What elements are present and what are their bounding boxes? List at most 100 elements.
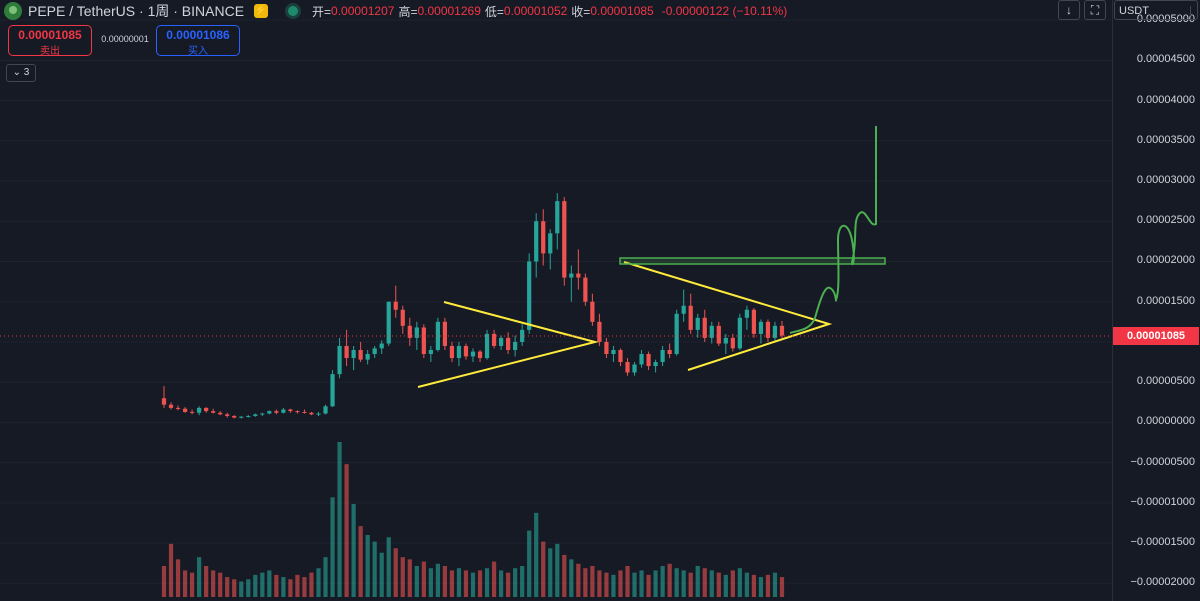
candle-body (372, 348, 377, 355)
candle (358, 341, 363, 363)
buy-price: 0.00001086 (166, 28, 230, 42)
candle-body (477, 351, 483, 359)
candle-body (323, 406, 328, 414)
candle (611, 345, 616, 363)
price-tick-label: 0.00002000 (1136, 254, 1195, 267)
candle-body (688, 305, 693, 330)
volume-bar (358, 526, 363, 597)
download-icon[interactable]: ↓ (1058, 0, 1080, 20)
candlestick-chart[interactable] (0, 0, 1112, 601)
candle-body (491, 333, 497, 346)
currency-selector[interactable]: USDT (1114, 0, 1198, 20)
candle (323, 404, 328, 415)
candle (737, 313, 742, 350)
candle-body (779, 325, 785, 336)
candle (435, 317, 440, 352)
candle (393, 285, 398, 318)
drawings (0, 126, 1112, 388)
fullscreen-icon[interactable]: ⛶ (1084, 0, 1106, 20)
volume-bar (267, 570, 272, 597)
candle (477, 349, 483, 363)
candle (625, 358, 630, 376)
candle (344, 329, 349, 367)
volume-bar (232, 579, 237, 597)
volume-bar (569, 559, 574, 597)
candle (484, 329, 490, 360)
candle-body (702, 317, 707, 338)
candle-body (211, 411, 216, 413)
close-label: 收= (571, 4, 591, 19)
candle-body (182, 408, 188, 412)
candle (267, 410, 272, 415)
candle (330, 370, 335, 408)
candle-body (639, 354, 644, 365)
sell-button[interactable]: 0.00001085 卖出 (8, 25, 92, 57)
candle-body (772, 325, 778, 338)
volume-bar (604, 572, 609, 597)
buy-label: 买入 (188, 46, 208, 57)
candle-body (161, 398, 167, 405)
candle-body (260, 413, 265, 415)
triangle-drawing-2[interactable] (623, 261, 833, 371)
candle (400, 305, 405, 334)
candle-body (274, 411, 279, 413)
price-axis[interactable]: 0.00005000 0.00004500 0.00004000 0.00003500… (1112, 0, 1200, 601)
volume-bar (695, 566, 700, 597)
candle-body (393, 301, 398, 310)
candle-body (337, 345, 342, 375)
collapse-indicators-button[interactable]: ⌄ 3 (6, 64, 36, 82)
volume-bar (730, 570, 735, 597)
candle (274, 409, 279, 415)
candle (779, 321, 785, 338)
candle (302, 409, 307, 414)
candle (470, 348, 476, 363)
candle-body (590, 301, 595, 322)
candle (197, 406, 202, 416)
candle-body (583, 277, 588, 302)
sell-label: 卖出 (40, 46, 60, 57)
candle-body (197, 407, 202, 413)
candle-body (470, 351, 476, 357)
candle-body (358, 349, 363, 360)
candle-body (421, 327, 426, 355)
candle (646, 351, 651, 371)
candle-body (555, 201, 560, 234)
candle-body (569, 273, 574, 278)
candle (449, 341, 455, 363)
candle (386, 301, 391, 346)
candle (232, 415, 237, 419)
volume-bar (365, 535, 370, 597)
candle-body (204, 407, 209, 412)
chart-pane[interactable]: PEPE / TetherUS · 1周 · BINANCE ⚡ 开= 0.00… (0, 0, 1112, 601)
volume-bar (211, 570, 216, 597)
candle-body (667, 349, 672, 355)
volume-bar (667, 563, 672, 597)
volume-bar (674, 568, 679, 597)
candle-body (435, 321, 440, 350)
candle (295, 410, 300, 414)
candle-body (674, 313, 679, 355)
candle (674, 309, 679, 356)
pepe-logo-icon (4, 2, 22, 20)
candle (182, 407, 188, 413)
volume-bar (611, 574, 616, 597)
symbol-title[interactable]: PEPE / TetherUS · 1周 · BINANCE (28, 3, 245, 19)
volume-bar (597, 570, 602, 597)
volume-bar (653, 570, 658, 597)
candle (590, 293, 595, 326)
candle-body (611, 349, 616, 355)
resistance-zone[interactable] (619, 257, 886, 265)
volume-bar (646, 574, 651, 597)
buy-button[interactable]: 0.00001086 买入 (156, 25, 240, 57)
candle (428, 345, 433, 363)
volume-bar (737, 568, 742, 597)
volume-bar (513, 568, 518, 597)
candle-body (723, 337, 728, 344)
candle (702, 309, 707, 342)
triangle-drawing-1[interactable] (417, 301, 599, 388)
candle (288, 408, 293, 413)
volume-bar (548, 548, 553, 597)
volume-bar (534, 512, 539, 597)
projection-path[interactable] (789, 126, 877, 334)
candle (491, 329, 497, 349)
